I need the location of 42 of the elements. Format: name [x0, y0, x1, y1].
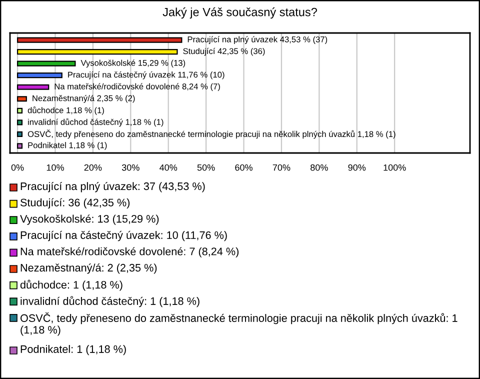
- data-label: Pracující na částečný úvazek 11,76 % (10): [68, 71, 224, 80]
- text: Na mateřské/rodičovské dovolené: 7 (8,24 %): [20, 247, 239, 258]
- bar: [16, 143, 23, 149]
- x-tick-label: 70%: [272, 164, 290, 171]
- data-label: Na mateřské/rodičovské dovolené 8,24 % (7): [54, 83, 220, 92]
- bar: [16, 49, 178, 55]
- x-tick-label: 60%: [235, 164, 252, 171]
- x-tick-label: 0%: [11, 164, 24, 171]
- text: Pracující na plný úvazek: 37 (43,53 %): [20, 182, 205, 192]
- text: Pracující na částečný úvazek: 10 (11,76 %): [20, 230, 227, 242]
- text: Podnikatel: 1 (1,18 %): [20, 345, 126, 356]
- bar: [16, 120, 23, 126]
- bar: [16, 72, 62, 78]
- data-label: důchodce 1,18 % (1): [28, 106, 104, 115]
- data-label: Studující 42,35 % (36): [183, 48, 265, 56]
- data-label: Vysokoškolské 15,29 % (13): [80, 60, 186, 68]
- x-tick-label: 10%: [46, 164, 64, 171]
- text: Studující: 36 (42,35 %): [20, 198, 130, 209]
- bar: [16, 96, 27, 102]
- x-tick-label: 20%: [84, 164, 102, 171]
- bar: [16, 131, 23, 137]
- bar: [16, 84, 50, 90]
- x-tick-label: 50%: [197, 164, 215, 171]
- x-tick-label: 30%: [122, 164, 140, 171]
- text: OSVČ, tedy přeneseno do zaměstnanecké terminologie pracuji na několik plných úvazků: 1 (1,18 %): [20, 312, 458, 336]
- data-label: invalidní důchod částečný 1,18 % (1): [28, 118, 164, 127]
- data-label: Nezaměstnaný/á 2,35 % (2): [32, 94, 135, 103]
- text: Vysokoškolské: 13 (15,29 %): [20, 214, 159, 225]
- data-label: Pracující na plný úvazek 43,53 % (37): [188, 36, 328, 44]
- text: Nezaměstnaný/á: 2 (2,35 %): [20, 264, 157, 274]
- data-label: OSVČ, tedy přeneseno do zaměstnanecké terminologie pracuji na několik plných úvazků 1,18 % (1): [28, 130, 396, 139]
- x-tick-label: 100%: [384, 164, 406, 171]
- x-tick-label: 40%: [160, 164, 178, 171]
- x-tick-label: 90%: [348, 164, 366, 171]
- x-tick-label: 80%: [310, 164, 328, 171]
- bar: [16, 37, 182, 43]
- bar: [16, 60, 76, 66]
- text: invalidní důchod částečný: 1 (1,18 %): [20, 296, 200, 308]
- bar: [16, 108, 23, 114]
- chart-title: Jaký je Váš současný status?: [162, 7, 317, 19]
- data-label: Podnikatel 1,18 % (1): [28, 142, 107, 150]
- text: důchodce: 1 (1,18 %): [20, 280, 122, 291]
